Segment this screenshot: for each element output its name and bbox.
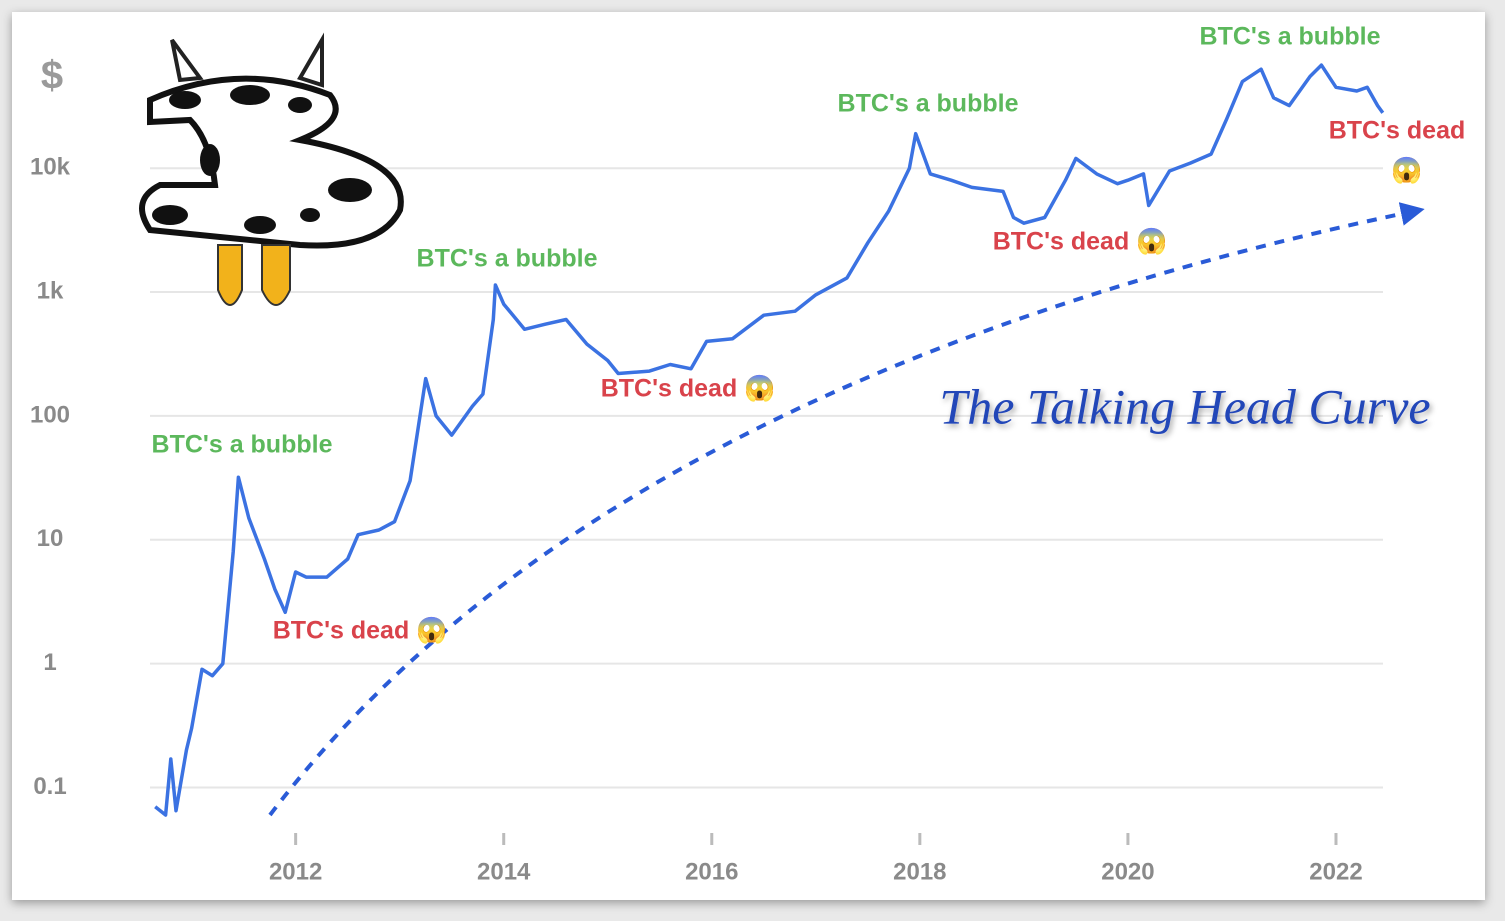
y-tick-label: 10 [37,525,64,552]
x-tick-label: 2012 [269,858,322,885]
annotation: 😱 [1391,157,1422,186]
talking-head-curve [268,202,1425,817]
y-axis-label: $ [41,54,63,98]
curve-label: The Talking Head Curve [939,378,1430,434]
price-line [154,63,1385,817]
x-tick-label: 2020 [1101,858,1154,885]
annotation: BTC's a bubble [1200,23,1381,51]
annotation: BTC's a bubble [152,431,333,459]
logo [139,32,404,306]
annotation: BTC's a bubble [417,245,598,273]
y-tick-label: 1k [37,277,64,304]
annotation: BTC's dead 😱 [601,375,776,404]
y-tick-label: 100 [30,401,70,428]
x-tick-label: 2018 [893,858,946,885]
x-tick-label: 2016 [685,858,738,885]
annotation: BTC's dead 😱 [993,228,1168,257]
annotation: BTC's a bubble [838,90,1019,118]
annotation: BTC's dead [1329,117,1466,145]
x-tick-label: 2022 [1309,858,1362,885]
y-tick-label: 0.1 [33,773,66,800]
y-tick-label: 10k [30,154,71,181]
x-tick-label: 2014 [477,858,531,885]
annotation: BTC's dead 😱 [273,617,448,646]
y-tick-label: 1 [43,649,56,676]
